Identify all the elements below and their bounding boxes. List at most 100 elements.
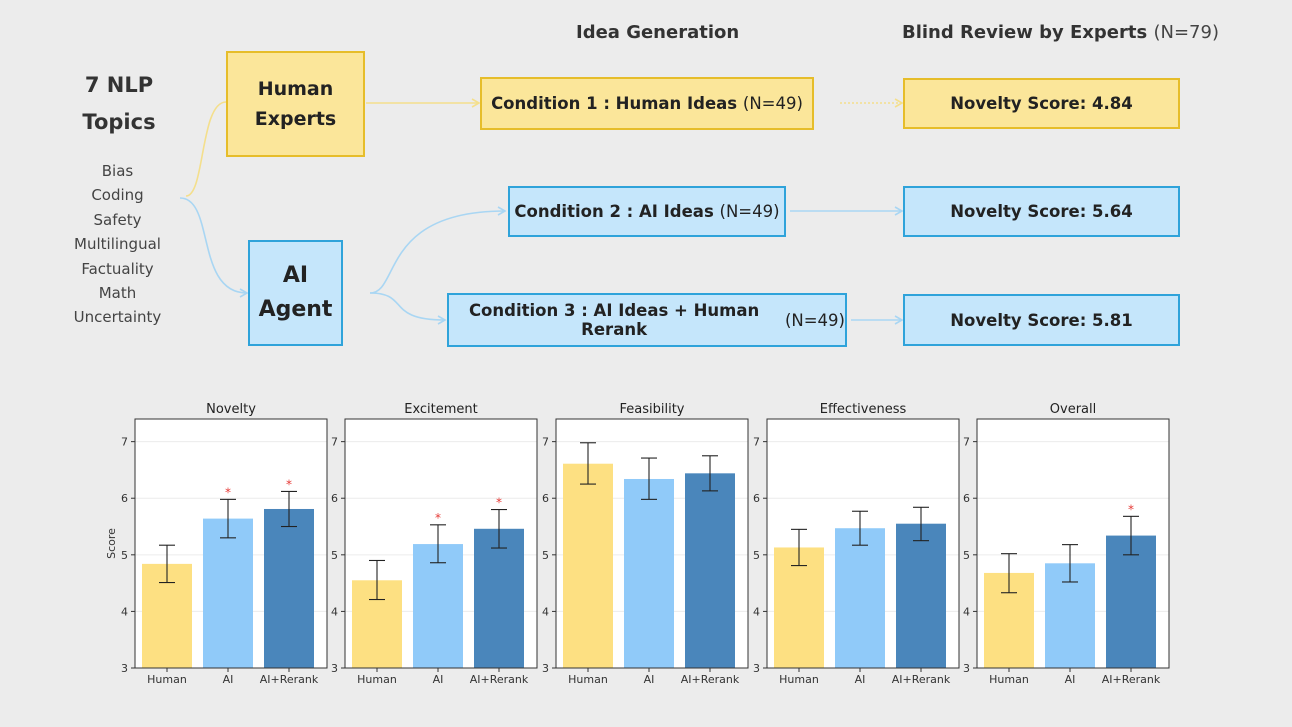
y-tick-label: 7: [963, 436, 970, 449]
y-tick-label: 7: [331, 436, 338, 449]
bar-human: [774, 547, 824, 668]
bar-ai: [835, 528, 885, 668]
blind-review-heading: Blind Review by Experts (N=79): [902, 22, 1219, 43]
x-tick-label: AI+Rerank: [260, 673, 319, 686]
chart-title: Overall: [1050, 402, 1096, 417]
plot-frame: [766, 418, 960, 669]
y-tick-label: 3: [121, 662, 128, 675]
topic-item: Multilingual: [74, 235, 161, 254]
significance-marker: *: [435, 511, 441, 525]
x-tick-label: AI: [223, 673, 234, 686]
chart-overall: Overall 3 4 5 6 7 Human AI * AI+Rerank: [963, 402, 1170, 686]
bar-charts: Novelty34567ScoreHuman*AI*AI+RerankExcit…: [105, 402, 1170, 686]
plot-frame: [344, 418, 538, 669]
blind-review-title: Blind Review by Experts: [902, 22, 1148, 43]
y-tick-label: 5: [753, 549, 760, 562]
y-tick-label: 7: [542, 436, 549, 449]
y-tick-label: 4: [753, 605, 760, 618]
topic-list: Bias Coding Safety Multilingual Factuali…: [60, 159, 175, 330]
ai-agent-line2: Agent: [258, 297, 333, 322]
significance-marker: *: [1128, 502, 1134, 516]
y-tick-label: 7: [121, 436, 128, 449]
x-tick-label: Human: [989, 673, 1029, 686]
y-tick-label: 4: [331, 605, 338, 618]
ai-agent-line1: AI: [282, 263, 309, 288]
human-experts-line1: Human: [257, 78, 334, 100]
plot-frame: [134, 418, 328, 669]
y-tick-label: 6: [963, 492, 970, 505]
x-tick-label: Human: [357, 673, 397, 686]
novelty-score-2-box: Novelty Score: 5.64: [903, 186, 1180, 237]
significance-marker: *: [225, 485, 231, 499]
plot-frame: [555, 418, 749, 669]
y-tick-label: 5: [542, 549, 549, 562]
topics-title: 7 NLP Topics: [60, 67, 178, 141]
topics-to-ai-connector: [179, 197, 249, 298]
topics-title-line2: Topics: [82, 110, 156, 134]
y-tick-label: 6: [542, 492, 549, 505]
bar-ai-rerank: [264, 508, 314, 668]
topic-item: Factuality: [81, 259, 154, 278]
ai-to-condition3-arrow: [369, 292, 447, 325]
bar-ai-rerank: [474, 528, 524, 668]
condition-1-box: Condition 1 : Human Ideas (N=49): [480, 77, 814, 130]
topic-item: Safety: [93, 210, 142, 229]
plot-frame: [976, 418, 1170, 669]
y-tick-label: 5: [963, 549, 970, 562]
human-experts-line2: Experts: [254, 108, 337, 130]
condition-2-label: Condition 2 : AI Ideas: [514, 202, 714, 221]
bar-ai: [203, 518, 253, 668]
bar-human: [563, 463, 613, 668]
ai-agent-box: AI Agent: [248, 240, 343, 346]
significance-marker: *: [286, 477, 292, 491]
chart-excitement: Excitement 3 4 5 6 7 Human * AI * AI+Rerank: [331, 402, 538, 686]
x-tick-label: Human: [779, 673, 819, 686]
topic-item: Coding: [91, 186, 144, 205]
y-tick-label: 3: [542, 662, 549, 675]
y-tick-label: 5: [331, 549, 338, 562]
y-tick-label: 7: [753, 436, 760, 449]
x-tick-label: AI: [1065, 673, 1076, 686]
chart-title: Novelty: [206, 402, 256, 417]
y-tick-label: 5: [121, 549, 128, 562]
novelty-score-3-box: Novelty Score: 5.81: [903, 294, 1180, 346]
chart-effectiveness: Effectiveness 3 4 5 6 7 Human AI AI+Rerank: [753, 402, 960, 686]
bar-ai: [413, 544, 463, 668]
blind-review-count: (N=79): [1153, 22, 1219, 43]
condition-3-label: Condition 3 : AI Ideas + Human Rerank: [468, 301, 760, 339]
x-tick-label: AI: [433, 673, 444, 686]
bar-ai-rerank: [1106, 535, 1156, 668]
significance-marker: *: [496, 496, 502, 510]
x-tick-label: AI+Rerank: [470, 673, 529, 686]
bar-ai: [624, 478, 674, 668]
x-tick-label: Human: [147, 673, 187, 686]
y-tick-label: 6: [331, 492, 338, 505]
ai-to-condition2-arrow: [369, 206, 507, 294]
x-tick-label: Human: [568, 673, 608, 686]
topics-title-line1: 7 NLP: [84, 73, 154, 97]
bar-ai-rerank: [896, 523, 946, 668]
y-tick-label: 4: [963, 605, 970, 618]
condition-1-label: Condition 1 : Human Ideas: [491, 94, 738, 113]
y-tick-label: 3: [963, 662, 970, 675]
x-tick-label: AI: [855, 673, 866, 686]
y-tick-label: 4: [121, 605, 128, 618]
chart-novelty: Novelty 3 4 5 6 7 Score Human * AI * AI+Rerank: [105, 402, 328, 686]
chart-title: Excitement: [404, 402, 478, 417]
x-tick-label: AI+Rerank: [1102, 673, 1161, 686]
topic-item: Uncertainty: [73, 308, 162, 327]
condition-2-box: Condition 2 : AI Ideas (N=49): [508, 186, 786, 237]
human-experts-box: Human Experts: [226, 51, 365, 157]
x-tick-label: AI+Rerank: [892, 673, 951, 686]
novelty-score-1-box: Novelty Score: 4.84: [903, 78, 1180, 129]
y-tick-label: 6: [753, 492, 760, 505]
condition-1-count: (N=49): [742, 94, 803, 113]
novelty-score-2-text: Novelty Score: 5.64: [950, 202, 1133, 221]
y-tick-label: 4: [542, 605, 549, 618]
topics-to-human-connector: [185, 101, 227, 197]
condition-3-box: Condition 3 : AI Ideas + Human Rerank (N…: [447, 293, 847, 347]
condition-2-count: (N=49): [719, 202, 780, 221]
novelty-score-1-text: Novelty Score: 4.84: [950, 94, 1133, 113]
x-tick-label: AI: [644, 673, 655, 686]
